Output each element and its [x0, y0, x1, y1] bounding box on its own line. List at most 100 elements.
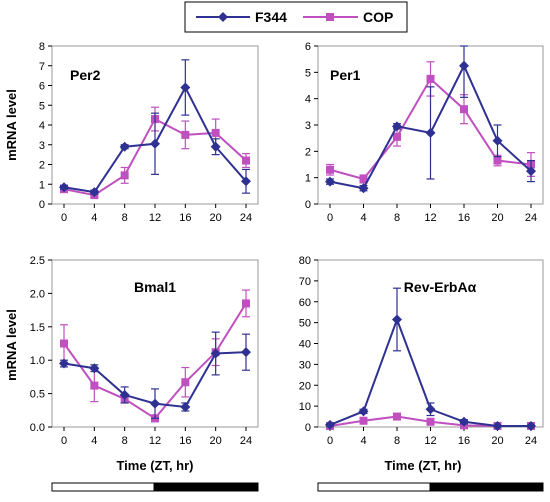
legend-label-cop: COP — [363, 9, 393, 25]
y-tick-label: 40 — [299, 339, 311, 351]
x-tick-label: 12 — [424, 212, 436, 224]
y-tick-label: 5 — [39, 100, 45, 112]
y-tick-label: 80 — [299, 255, 311, 267]
y-tick-label: 3 — [39, 140, 45, 152]
data-point-cop — [426, 74, 435, 83]
data-point-f344 — [425, 404, 436, 415]
y-axis-label-bottom: mRNA level — [4, 309, 19, 381]
x-tick-label: 4 — [360, 435, 366, 447]
panel-label: Rev-ErbAα — [404, 279, 477, 295]
data-point-f344 — [119, 389, 130, 400]
dark-phase-bar-right — [429, 482, 544, 492]
x-tick-label: 24 — [525, 212, 537, 224]
data-point-f344 — [358, 406, 369, 417]
data-point-f344 — [180, 401, 191, 412]
y-tick-label: 1.5 — [30, 322, 45, 334]
y-tick-label: 50 — [299, 318, 311, 330]
x-tick-label: 16 — [179, 435, 191, 447]
y-tick-label: 70 — [299, 276, 311, 288]
data-point-f344 — [241, 176, 251, 187]
x-tick-label: 20 — [491, 212, 503, 224]
data-point-cop — [493, 156, 502, 165]
y-tick-label: 60 — [299, 297, 311, 309]
x-tick-label: 16 — [179, 212, 191, 224]
light-phase-bar-left — [51, 482, 155, 492]
data-point-f344 — [210, 348, 221, 359]
dark-phase-bar-left — [153, 482, 259, 492]
x-tick-label: 24 — [525, 435, 537, 447]
data-point-f344 — [59, 182, 69, 193]
y-tick-label: 0 — [39, 199, 45, 211]
data-point-cop — [359, 416, 368, 425]
x-tick-label: 12 — [149, 212, 161, 224]
data-point-f344 — [526, 420, 536, 431]
light-phase-bar-right — [317, 482, 431, 492]
data-point-f344 — [325, 176, 335, 187]
panel-label: Bmal1 — [134, 279, 176, 295]
x-tick-label: 24 — [240, 435, 252, 447]
data-point-cop — [181, 378, 190, 387]
light-dark-bar-right — [317, 482, 544, 492]
panel-label: Per1 — [330, 67, 361, 83]
data-point-cop — [90, 381, 99, 390]
data-point-cop — [326, 165, 334, 174]
data-point-f344 — [392, 314, 402, 325]
panel-label: Per2 — [70, 67, 101, 83]
data-point-cop — [242, 156, 250, 165]
data-point-cop — [460, 105, 468, 114]
data-point-cop — [393, 412, 401, 421]
y-tick-label: 0.0 — [30, 422, 45, 434]
data-point-f344 — [150, 398, 160, 409]
x-tick-label: 0 — [61, 435, 67, 447]
y-tick-label: 30 — [299, 359, 311, 371]
x-tick-label: 8 — [122, 435, 128, 447]
data-point-f344 — [392, 121, 402, 132]
data-point-f344 — [492, 420, 503, 431]
y-tick-label: 0 — [305, 199, 311, 211]
x-tick-label: 0 — [327, 212, 333, 224]
y-tick-label: 3 — [305, 120, 311, 132]
legend: F344 COP — [184, 1, 408, 33]
data-point-f344 — [492, 135, 503, 146]
y-tick-label: 2 — [39, 160, 45, 172]
y-tick-label: 1 — [305, 173, 311, 185]
y-tick-label: 0.5 — [30, 389, 45, 401]
y-tick-label: 6 — [39, 81, 45, 93]
light-dark-bar-left — [51, 482, 259, 492]
legend-marker-cop — [326, 13, 334, 21]
x-tick-label: 8 — [122, 212, 128, 224]
data-point-f344 — [89, 363, 100, 374]
y-tick-label: 5 — [305, 67, 311, 79]
x-tick-label: 8 — [394, 435, 400, 447]
y-tick-label: 1 — [39, 179, 45, 191]
x-tick-label: 20 — [210, 212, 222, 224]
legend-marker-f344 — [218, 12, 228, 22]
data-point-f344 — [358, 183, 369, 194]
data-point-cop — [60, 339, 68, 348]
y-tick-label: 1.0 — [30, 355, 45, 367]
data-point-f344 — [180, 82, 191, 93]
x-tick-label: 16 — [458, 212, 470, 224]
x-tick-label: 0 — [61, 212, 67, 224]
data-point-f344 — [241, 347, 251, 358]
y-tick-label: 4 — [39, 120, 45, 132]
data-point-f344 — [425, 127, 436, 138]
data-point-cop — [120, 171, 129, 180]
y-tick-label: 2 — [305, 146, 311, 158]
y-tick-label: 20 — [299, 380, 311, 392]
panel-bmal1: 0.0 0.5 1.0 1.5 2.0 2.5 0 4 8 12 16 20 24 Bmal1 — [30, 255, 259, 447]
x-axis-label-right: Time (ZT, hr) — [384, 458, 461, 473]
y-tick-label: 4 — [305, 94, 311, 106]
data-point-f344 — [526, 166, 536, 177]
data-point-f344 — [459, 416, 469, 427]
data-point-f344 — [325, 419, 335, 430]
x-axis-label-left: Time (ZT, hr) — [116, 458, 193, 473]
data-point-cop — [242, 299, 250, 308]
data-point-cop — [359, 174, 368, 183]
y-tick-label: 8 — [39, 41, 45, 53]
data-point-f344 — [119, 141, 130, 152]
data-point-f344 — [459, 60, 469, 71]
